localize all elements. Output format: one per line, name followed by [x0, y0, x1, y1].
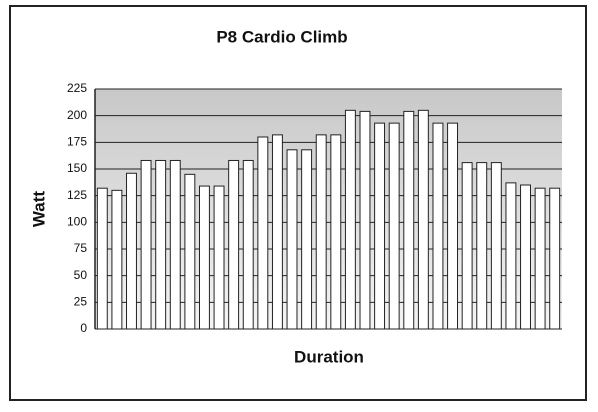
bar — [549, 187, 561, 330]
bar — [111, 189, 123, 330]
bar — [315, 134, 327, 330]
bar — [140, 159, 152, 330]
bar — [520, 184, 531, 330]
bar — [388, 122, 400, 330]
bar — [242, 159, 254, 330]
bar — [374, 122, 386, 330]
bar — [198, 185, 210, 330]
bar — [359, 110, 371, 330]
bar — [271, 134, 283, 330]
bar — [432, 122, 444, 330]
bar — [534, 187, 546, 330]
bar — [155, 159, 167, 330]
y-tick-label: 225 — [67, 81, 87, 95]
bar — [213, 185, 225, 330]
bar — [286, 149, 298, 330]
bar — [169, 159, 181, 330]
chart-title: P8 Cardio Climb — [216, 27, 347, 46]
bar — [417, 109, 429, 330]
y-axis-title: Watt — [29, 191, 48, 228]
bar — [228, 159, 240, 330]
y-tick-label: 150 — [67, 161, 87, 175]
bar — [184, 173, 196, 330]
y-tick-label: 200 — [67, 108, 87, 122]
x-axis-title: Duration — [294, 347, 364, 366]
bar — [126, 172, 137, 330]
bar — [344, 109, 356, 330]
y-tick-label: 25 — [74, 295, 88, 309]
bar — [505, 182, 517, 330]
bar — [476, 162, 488, 330]
bar — [257, 136, 269, 330]
bar — [461, 162, 473, 330]
y-tick-label: 125 — [67, 188, 87, 202]
y-tick-label: 175 — [67, 135, 87, 149]
y-tick-label: 75 — [74, 241, 88, 255]
y-tick-label: 0 — [80, 321, 87, 335]
y-tick-label: 50 — [74, 268, 88, 282]
bar — [403, 110, 415, 330]
bar — [330, 134, 342, 330]
y-tick-label: 100 — [67, 215, 87, 229]
bar — [490, 162, 502, 330]
bar — [447, 122, 459, 330]
bar — [301, 149, 313, 330]
bar — [96, 187, 108, 330]
